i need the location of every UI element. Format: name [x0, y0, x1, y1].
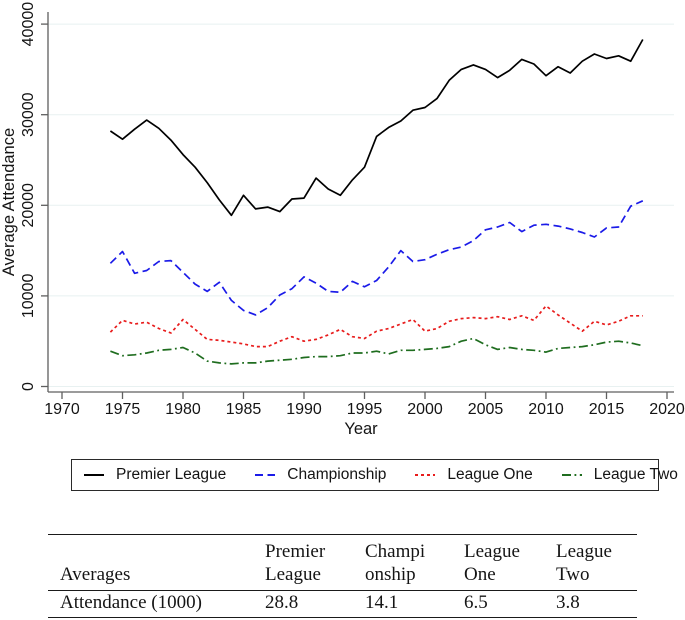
- legend-item-championship: Championship: [254, 466, 386, 484]
- x-tick-label: 2005: [468, 401, 504, 418]
- legend-item-league-two: League Two: [561, 466, 678, 484]
- averages-table: Averages Premier League Champi onship Le…: [48, 534, 637, 618]
- league-one-line-sample: [415, 474, 436, 476]
- premier-league-line-sample: [84, 474, 104, 476]
- y-tick-label: 0: [20, 382, 37, 391]
- legend-label: Championship: [287, 466, 387, 483]
- avg-league-one: 6.5: [464, 592, 488, 613]
- y-tick-label: 30000: [20, 92, 37, 137]
- avg-premier-league: 28.8: [265, 592, 299, 613]
- table-header-row: Averages Premier League Champi onship Le…: [48, 534, 637, 591]
- x-tick-label: 1990: [286, 401, 322, 418]
- legend-item-league-one: League One: [414, 466, 533, 484]
- x-tick-label: 2000: [407, 401, 443, 418]
- x-tick-label: 2015: [589, 401, 625, 418]
- table-row-label: Attendance (1000): [60, 592, 202, 613]
- x-tick-label: 2010: [528, 401, 564, 418]
- series-line-premier-league: [109, 39, 644, 217]
- x-axis-title: Year: [344, 420, 378, 438]
- legend-label: League One: [447, 466, 533, 483]
- table-col-header-league-two: League Two: [556, 534, 637, 591]
- table-row-header-title: Averages: [48, 534, 265, 591]
- x-tick-label: 1975: [105, 401, 141, 418]
- table-row-attendance: Attendance (1000) 28.8 14.1 6.5 3.8: [48, 591, 637, 618]
- championship-line-sample: [255, 474, 276, 476]
- attendance-line-chart: 0 10000 20000 30000 40000 1970 1975 1980 1985 199…: [0, 2, 685, 438]
- table-col-header-league-one: League One: [464, 534, 556, 591]
- legend-label: League Two: [593, 466, 678, 483]
- table-col-header-championship: Champi onship: [365, 534, 464, 591]
- x-tick-label: 1970: [44, 401, 80, 418]
- series-line-league-one: [109, 305, 643, 348]
- series-line-league-two: [110, 337, 643, 365]
- y-axis-title: Average Attendance: [0, 128, 18, 276]
- table-col-header-premier-league: Premier League: [265, 534, 365, 591]
- series-line-championship: [109, 200, 644, 316]
- y-tick-label: 20000: [20, 183, 37, 228]
- avg-league-two: 3.8: [556, 592, 580, 613]
- x-tick-label: 2020: [649, 401, 685, 418]
- avg-championship: 14.1: [365, 592, 399, 613]
- y-tick-label: 10000: [20, 274, 37, 319]
- legend-label: Premier League: [116, 466, 227, 483]
- chart-legend: Premier League Championship League One L…: [71, 459, 678, 491]
- league-two-line-sample: [561, 474, 582, 476]
- legend-item-premier-league: Premier League: [83, 466, 226, 484]
- x-tick-label: 1985: [226, 401, 262, 418]
- x-tick-label: 1995: [347, 401, 383, 418]
- x-tick-label: 1980: [165, 401, 201, 418]
- y-tick-label: 40000: [20, 2, 37, 47]
